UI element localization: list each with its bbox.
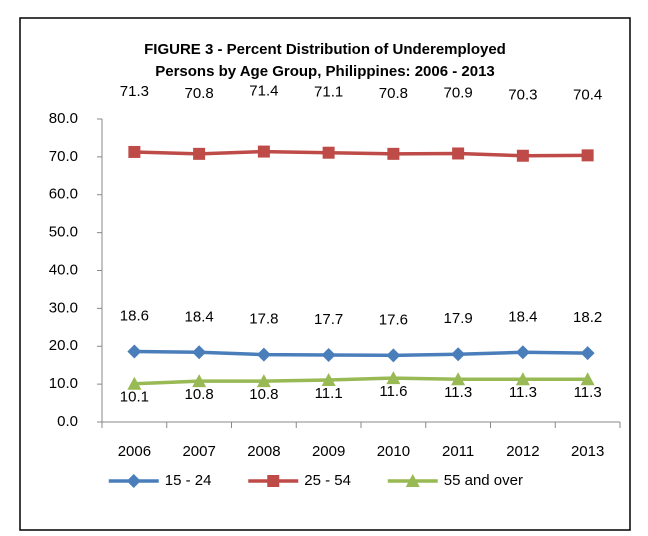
marker: [126, 474, 141, 488]
y-tick-label: 30.0: [49, 299, 78, 316]
legend-label: 25 - 54: [304, 472, 351, 489]
marker: [386, 371, 401, 385]
data-label: 11.3: [444, 384, 472, 401]
data-label: 70.4: [573, 86, 602, 103]
marker: [580, 346, 595, 361]
data-label: 17.9: [444, 310, 473, 327]
legend-label: 55 and over: [444, 472, 523, 489]
data-label: 11.6: [379, 383, 407, 400]
data-label: 11.1: [315, 385, 343, 402]
marker: [256, 347, 271, 362]
data-label: 71.1: [314, 84, 343, 101]
marker: [322, 146, 335, 159]
marker: [451, 347, 466, 362]
marker: [127, 344, 142, 359]
data-label: 17.8: [249, 311, 278, 328]
marker: [405, 474, 420, 487]
x-tick-label: 2012: [506, 443, 539, 460]
y-tick-label: 60.0: [49, 186, 78, 203]
y-tick-label: 20.0: [49, 337, 78, 354]
marker: [386, 348, 401, 363]
marker: [516, 149, 529, 162]
data-label: 70.8: [379, 85, 408, 102]
marker: [581, 149, 594, 162]
data-label: 71.4: [249, 83, 278, 100]
x-tick-label: 2011: [442, 443, 474, 460]
chart-title: Persons by Age Group, Philippines: 2006 …: [155, 63, 495, 80]
y-tick-label: 70.0: [49, 148, 78, 165]
marker: [257, 145, 270, 158]
marker: [192, 374, 207, 388]
series-line: [134, 349, 588, 358]
marker: [580, 372, 595, 386]
marker: [452, 147, 465, 160]
marker: [193, 147, 206, 160]
marker: [267, 475, 280, 487]
data-label: 18.2: [573, 309, 602, 326]
marker: [515, 345, 530, 360]
data-label: 11.3: [574, 384, 602, 401]
x-tick-label: 2013: [571, 443, 604, 460]
x-tick-label: 2008: [247, 443, 280, 460]
data-label: 11.3: [509, 384, 537, 401]
chart-title: FIGURE 3 - Percent Distribution of Under…: [144, 41, 506, 58]
marker: [192, 345, 207, 360]
marker: [128, 145, 141, 158]
y-tick-label: 0.0: [57, 413, 78, 430]
data-label: 70.9: [444, 84, 473, 101]
series-line: [134, 376, 588, 386]
x-tick-label: 2009: [312, 443, 345, 460]
data-label: 71.3: [120, 83, 149, 100]
data-label: 17.6: [379, 311, 408, 328]
data-label: 17.7: [314, 311, 343, 328]
marker: [321, 372, 336, 386]
y-tick-label: 50.0: [49, 224, 78, 241]
data-label: 18.4: [185, 308, 214, 325]
data-label: 18.6: [120, 308, 149, 325]
data-label: 10.1: [120, 389, 149, 406]
x-tick-label: 2006: [118, 443, 151, 460]
data-label: 18.4: [508, 308, 537, 325]
marker: [387, 147, 400, 160]
series-line: [134, 149, 588, 158]
y-tick-label: 10.0: [49, 375, 78, 392]
legend-label: 15 - 24: [165, 472, 212, 489]
data-label: 70.3: [508, 87, 537, 104]
marker: [256, 374, 271, 388]
marker: [127, 376, 142, 390]
y-tick-label: 40.0: [49, 261, 78, 278]
marker: [321, 347, 336, 362]
marker: [451, 372, 466, 386]
data-label: 10.8: [249, 386, 278, 403]
x-tick-label: 2007: [182, 443, 215, 460]
x-tick-label: 2010: [377, 443, 410, 460]
y-tick-label: 80.0: [49, 110, 78, 127]
data-label: 10.8: [185, 386, 214, 403]
data-label: 70.8: [185, 85, 214, 102]
marker: [515, 372, 530, 386]
chart-border: [19, 17, 631, 531]
